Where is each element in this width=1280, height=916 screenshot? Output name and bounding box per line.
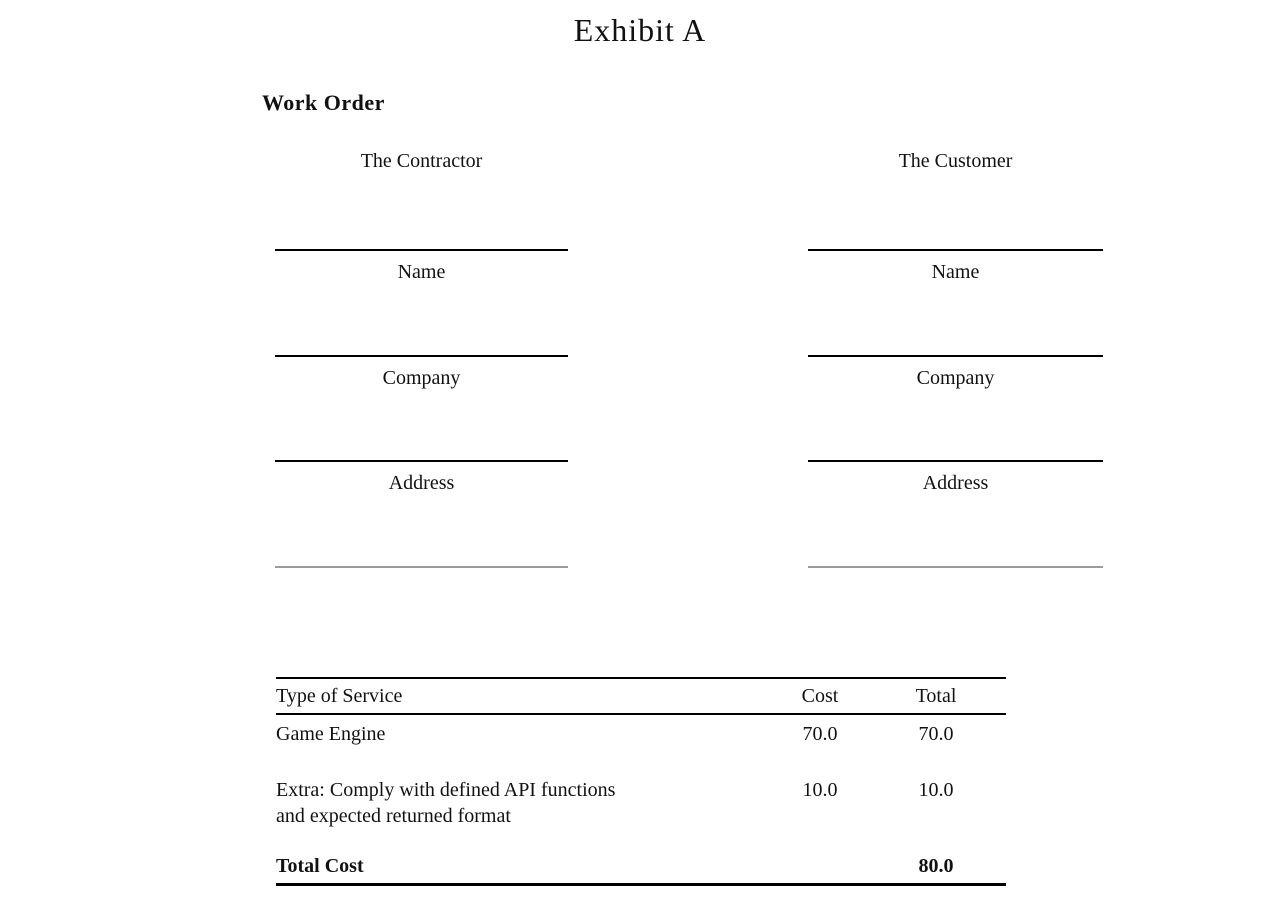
contractor-heading: The Contractor <box>360 150 483 172</box>
column-header-cost: Cost <box>801 684 839 707</box>
contractor-company-label: Company <box>382 367 461 389</box>
customer-company-field: Company <box>808 355 1103 390</box>
table-row: Game Engine 70.0 70.0 <box>276 724 1006 745</box>
table-row: Extra: Comply with defined API functions… <box>276 777 1006 829</box>
contractor-address-label: Address <box>388 472 455 494</box>
total-cell: 10.0 <box>918 779 954 801</box>
customer-name-field: Name <box>808 249 1103 284</box>
service-text: Game Engine <box>276 723 386 745</box>
column-header-total: Total <box>915 684 957 707</box>
customer-name-label: Name <box>931 261 980 283</box>
service-cell: Extra: Comply with defined API functions… <box>276 777 760 829</box>
contractor-extra-signature-line <box>275 566 568 568</box>
service-cell: Game Engine <box>276 724 760 745</box>
document-title: Exhibit A <box>573 12 707 48</box>
column-header-service: Type of Service <box>276 684 403 707</box>
contractor-signature-block: The Contractor Name Company Address <box>275 150 568 580</box>
service-table: Type of Service Cost Total Game Engine 7… <box>276 677 1006 886</box>
cost-cell: 70.0 <box>802 723 838 745</box>
contractor-address-field: Address <box>275 460 568 495</box>
service-text-line-2: and expected returned format <box>276 805 511 827</box>
contractor-name-label: Name <box>397 261 446 283</box>
cost-cell: 10.0 <box>802 779 838 801</box>
contractor-name-field: Name <box>275 249 568 284</box>
total-cost-value: 80.0 <box>918 855 954 877</box>
table-total-row: Total Cost 80.0 <box>276 856 1006 877</box>
total-cell: 70.0 <box>918 723 954 745</box>
work-order-heading: Work Order <box>262 90 385 115</box>
customer-address-label: Address <box>922 472 989 494</box>
customer-company-label: Company <box>916 367 995 389</box>
table-header-row: Type of Service Cost Total <box>276 679 1006 715</box>
service-text-line-1: Extra: Comply with defined API functions <box>276 779 616 801</box>
contractor-company-field: Company <box>275 355 568 390</box>
customer-signature-block: The Customer Name Company Address <box>808 150 1103 580</box>
customer-heading: The Customer <box>898 150 1013 172</box>
total-cost-label: Total Cost <box>276 855 364 877</box>
customer-extra-signature-line <box>808 566 1103 568</box>
customer-address-field: Address <box>808 460 1103 495</box>
